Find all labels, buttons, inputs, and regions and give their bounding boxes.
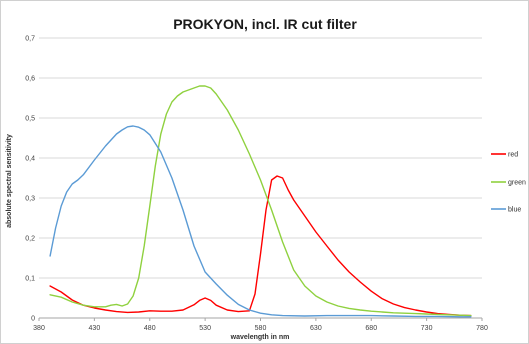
tick-layer: 0 0,1 0,2 0,3 0,4 0,5 0,6 0,7 380 430 480 530 580 630… [25, 36, 488, 333]
legend-layer: red green blue [491, 152, 526, 214]
x-tick-label: 480 [144, 325, 156, 332]
x-tick-label: 580 [255, 325, 267, 332]
series-line-blue [49, 125, 472, 318]
y-tick-label: 0,7 [25, 36, 35, 43]
x-tick-label: 630 [310, 325, 322, 332]
x-tick-label: 780 [476, 325, 488, 332]
y-axis-label: absolute spectral sensitivity [6, 134, 13, 228]
y-tick-label: 0,6 [25, 76, 35, 83]
y-tick-label: 0,2 [25, 236, 35, 243]
y-tick-label: 0 [31, 316, 35, 323]
y-tick-label: 0,1 [25, 276, 35, 283]
x-tick-label: 730 [421, 325, 433, 332]
x-tick-label: 530 [199, 325, 211, 332]
x-axis-label: wavelength in nm [230, 334, 290, 341]
x-tick-label: 430 [89, 325, 101, 332]
chart-title: PROKYON, incl. IR cut filter [173, 16, 357, 32]
y-tick-label: 0,4 [25, 156, 35, 163]
series-layer [49, 85, 472, 318]
x-tick-label: 380 [33, 325, 45, 332]
legend-label-blue: blue [508, 207, 521, 214]
y-tick-label: 0,5 [25, 116, 35, 123]
series-line-red [49, 175, 472, 317]
grid-layer [39, 37, 482, 319]
legend-label-green: green [508, 180, 526, 187]
series-line-green [49, 85, 472, 317]
legend-label-red: red [508, 152, 518, 159]
y-tick-label: 0,3 [25, 196, 35, 203]
x-tick-label: 680 [365, 325, 377, 332]
